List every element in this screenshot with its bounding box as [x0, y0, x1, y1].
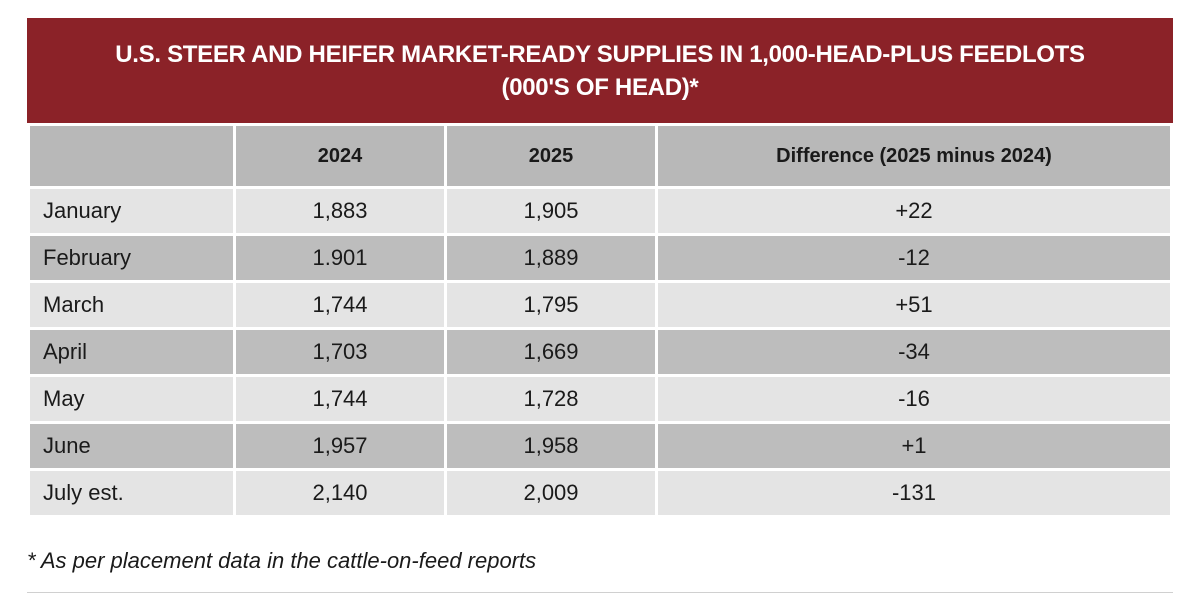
cell-month: March — [27, 280, 236, 330]
bottom-divider — [27, 592, 1173, 593]
table-row: January 1,883 1,905 +22 — [27, 186, 1173, 236]
cell-2024: 1,703 — [233, 327, 447, 377]
table-row: June 1,957 1,958 +1 — [27, 421, 1173, 471]
cell-difference: +22 — [655, 186, 1173, 236]
cell-month: May — [27, 374, 236, 424]
table-row: February 1.901 1,889 -12 — [27, 233, 1173, 283]
cell-2024: 1,957 — [233, 421, 447, 471]
cell-2025: 1,958 — [444, 421, 658, 471]
cell-2025: 1,905 — [444, 186, 658, 236]
table-row: April 1,703 1,669 -34 — [27, 327, 1173, 377]
cell-2025: 2,009 — [444, 468, 658, 518]
table-row: July est. 2,140 2,009 -131 — [27, 468, 1173, 518]
cell-2025: 1,889 — [444, 233, 658, 283]
cell-month: February — [27, 233, 236, 283]
cell-2025: 1,728 — [444, 374, 658, 424]
supplies-table: 2024 2025 Difference (2025 minus 2024) J… — [27, 123, 1173, 518]
cell-month: April — [27, 327, 236, 377]
table-row: May 1,744 1,728 -16 — [27, 374, 1173, 424]
cell-month: January — [27, 186, 236, 236]
cell-2024: 1,883 — [233, 186, 447, 236]
table-title-line1: U.S. STEER AND HEIFER MARKET-READY SUPPL… — [115, 40, 1085, 68]
header-2025: 2025 — [444, 123, 658, 189]
cell-month: June — [27, 421, 236, 471]
table-header-row: 2024 2025 Difference (2025 minus 2024) — [27, 123, 1173, 189]
cell-2024: 1,744 — [233, 374, 447, 424]
cell-2024: 1,744 — [233, 280, 447, 330]
table-row: March 1,744 1,795 +51 — [27, 280, 1173, 330]
footnote: * As per placement data in the cattle-on… — [27, 548, 537, 573]
table-title: U.S. STEER AND HEIFER MARKET-READY SUPPL… — [27, 18, 1173, 123]
cell-2024: 2,140 — [233, 468, 447, 518]
header-2024: 2024 — [233, 123, 447, 189]
cell-2025: 1,795 — [444, 280, 658, 330]
header-month — [27, 123, 236, 189]
table-title-line2: (000'S OF HEAD)* — [501, 73, 699, 101]
cell-2025: 1,669 — [444, 327, 658, 377]
cell-2024: 1.901 — [233, 233, 447, 283]
cell-difference: -34 — [655, 327, 1173, 377]
cell-difference: +1 — [655, 421, 1173, 471]
cell-difference: +51 — [655, 280, 1173, 330]
cell-difference: -12 — [655, 233, 1173, 283]
header-difference: Difference (2025 minus 2024) — [655, 123, 1173, 189]
cell-difference: -131 — [655, 468, 1173, 518]
cell-month: July est. — [27, 468, 236, 518]
cell-difference: -16 — [655, 374, 1173, 424]
table-body: January 1,883 1,905 +22 February 1.901 1,889 -1… — [27, 186, 1173, 518]
